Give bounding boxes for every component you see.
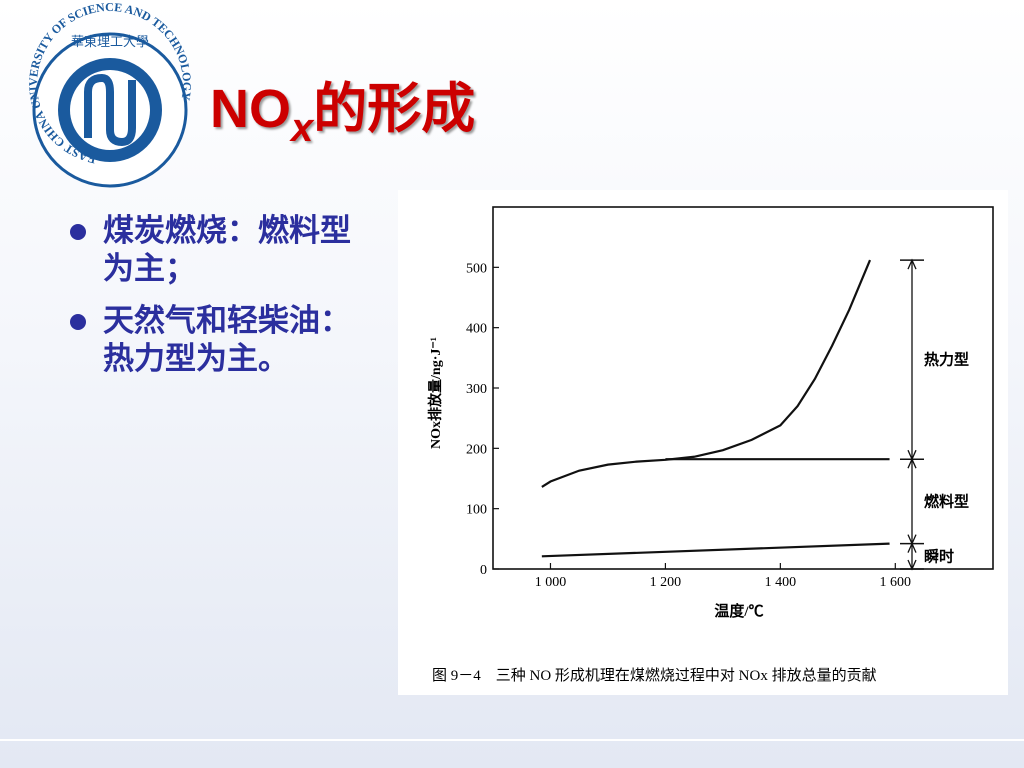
figure-bg [398, 190, 1008, 695]
x-axis-label: 温度/℃ [714, 602, 763, 620]
x-tick-label: 1 400 [765, 575, 797, 590]
logo-chinese: 華東理工大學 [71, 34, 149, 49]
y-tick-label: 500 [466, 261, 487, 276]
y-tick-label: 400 [466, 322, 487, 337]
line [541, 542, 890, 558]
annotation: 瞬时 [924, 547, 954, 565]
bullet: 煤炭燃烧：燃料型为主； [70, 212, 375, 288]
y-tick-label: 100 [466, 503, 487, 518]
y-axis-label: NOx排放量/ng·J⁻¹ [427, 337, 444, 449]
logo: EAST CHINA UNIVERSITY OF SCIENCE AND TEC… [26, 0, 194, 188]
title-sub: x [289, 106, 315, 150]
annotation: 热力型 [924, 351, 969, 369]
y-tick-label: 0 [480, 563, 487, 578]
arrow-head [907, 542, 917, 571]
title-rest: 的形成 [313, 79, 475, 139]
title-main: NO [210, 79, 291, 139]
chart: 0 100 200 300 400 500 1 000 1 200 1 400 1 600 热力型燃… [427, 206, 994, 684]
x-tick-label: 1 600 [880, 575, 912, 590]
x-tick-label: 1 000 [535, 575, 567, 590]
y-tick-label: 200 [466, 442, 487, 457]
slide-title: NOx的形成 [210, 79, 475, 150]
bullet: 天然气和轻柴油：热力型为主。 [70, 302, 375, 378]
annotation: 燃料型 [924, 492, 969, 510]
figure-caption: 图 9－4 三种 NO 形成机理在煤燃烧过程中对 NOx 排放总量的贡献 [432, 666, 877, 684]
y-tick-label: 300 [466, 382, 487, 397]
line [541, 259, 872, 488]
x-tick-label: 1 200 [650, 575, 682, 590]
